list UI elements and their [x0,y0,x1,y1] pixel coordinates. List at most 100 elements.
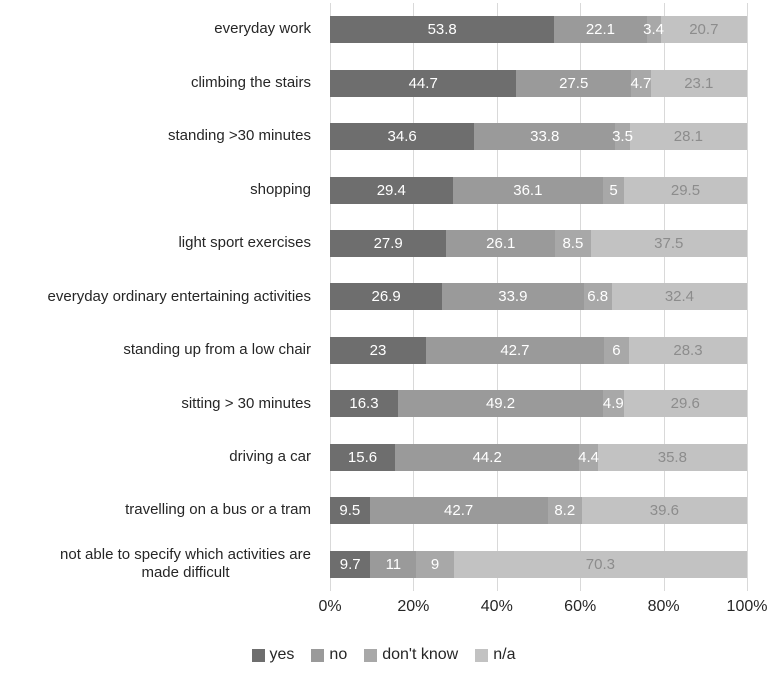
bar-value-label: 23 [369,341,387,359]
legend-swatch [311,648,325,662]
bar-value-label: 39.6 [649,502,679,520]
bar-segment-n-a: 20.7 [660,16,747,44]
bar-value-label: 8.5 [562,235,584,253]
bar-value-label: 33.8 [530,128,560,146]
category-label: everyday work [0,20,330,39]
category-label: standing >30 minutes [0,127,330,146]
bar-segment-no: 36.1 [452,176,604,204]
category-label: travelling on a bus or a tram [0,501,330,520]
bar-segment-n-a: 29.6 [623,390,747,418]
bar-segment-n-a: 28.3 [628,336,747,364]
bar-value-label: 37.5 [654,235,684,253]
x-tick-label: 20% [397,598,430,615]
category-label-text: driving a car [229,447,311,465]
bar-track: 26.9 33.9 6.8 32.4 [330,283,747,311]
bar-value-label: 3.5 [612,128,633,146]
bar-value-label: 6 [612,341,621,359]
bar-segment-don-t-know: 6.8 [583,283,612,311]
bar-value-label: 42.7 [500,341,530,359]
bar-value-label: 42.7 [444,502,474,520]
bar-value-label: 34.6 [387,128,417,146]
category-label-text: everyday work [214,20,311,38]
bar-value-label: 8.2 [554,502,576,520]
bar-segment-yes: 44.7 [330,69,517,97]
bar-segment-no: 22.1 [554,16,647,44]
bar-value-label: 53.8 [427,21,457,39]
bar-value-label: 32.4 [664,288,695,306]
bar-value-label: 44.7 [408,74,438,92]
legend-label: yes [269,646,295,663]
bar-segment-n-a: 35.8 [597,443,747,471]
bar-segment-don-t-know: 3.5 [612,123,633,151]
bar-value-label: 11 [385,555,402,573]
category-label: light sport exercises [0,234,330,253]
bar-value-label: 6.8 [587,288,609,306]
bar-value-label: 44.2 [472,448,502,466]
chart-row: climbing the stairs 44.7 27.5 4.7 23.1 [0,56,767,109]
category-label: sitting > 30 minutes [0,395,330,414]
bar-segment-n-a: 39.6 [581,497,747,525]
legend-label: n/a [493,646,516,663]
bar-segment-no: 49.2 [397,390,604,418]
bar-segment-yes: 29.4 [330,176,453,204]
category-label: driving a car [0,448,330,467]
bar-segment-yes: 27.9 [330,230,447,258]
category-label-text: light sport exercises [178,234,311,252]
legend-label: don't know [382,646,459,663]
bar-track: 29.4 36.1 5 29.5 [330,176,747,204]
legend-swatch [364,648,378,662]
bar-value-label: 9 [430,555,440,573]
bar-value-label: 36.1 [513,181,543,199]
bar-segment-no: 44.2 [395,443,580,471]
plot-area: everyday work 53.8 22.1 3.4 20.7 climbing the… [0,3,767,591]
category-label-text: standing up from a low chair [123,341,311,359]
bar-value-label: 3.4 [643,21,665,39]
bar-segment-no: 11 [370,550,417,578]
x-tick-label: 80% [647,598,680,615]
bar-value-label: 26.1 [486,235,516,253]
category-label: everyday ordinary entertaining activitie… [0,288,330,307]
bar-segment-don-t-know: 6 [603,336,629,364]
legend-item: n/a [475,646,515,664]
bar-segment-no: 33.9 [442,283,584,311]
bar-segment-don-t-know: 5 [603,176,624,204]
bar-segment-don-t-know: 8.5 [555,230,591,258]
chart-row: sitting > 30 minutes 16.3 49.2 4.9 29.6 [0,377,767,430]
bar-segment-yes: 53.8 [330,16,555,44]
chart-rows: everyday work 53.8 22.1 3.4 20.7 climbing the… [0,3,767,591]
bar-value-label: 4.9 [602,395,624,413]
category-label-text: shopping [250,180,311,198]
bar-track: 16.3 49.2 4.9 29.6 [330,390,747,418]
bar-value-label: 49.2 [485,395,516,413]
bar-track: 53.8 22.1 3.4 20.7 [330,16,747,44]
bar-segment-don-t-know: 4.4 [578,443,599,471]
bar-value-label: 70.3 [585,555,615,573]
legend-item: don't know [364,646,458,664]
bar-value-label: 5 [609,181,618,199]
category-label-text: climbing the stairs [190,73,311,91]
bar-value-label: 29.5 [670,181,701,199]
bar-segment-no: 33.8 [474,123,616,151]
bar-value-label: 22.1 [585,21,616,39]
bar-segment-don-t-know: 4.9 [602,390,624,418]
bar-track: 44.7 27.5 4.7 23.1 [330,69,747,97]
bar-track: 9.7 11 9 70.3 [330,550,747,578]
x-axis: 0% 20% 40% 60% 80% 100% [318,596,767,620]
chart-row: everyday ordinary entertaining activitie… [0,270,767,323]
chart-row: light sport exercises 27.9 26.1 8.5 37.5 [0,217,767,270]
bar-track: 27.9 26.1 8.5 37.5 [330,230,747,258]
bar-value-label: 29.6 [670,395,700,413]
chart-row: not able to specify which activities are… [0,538,767,591]
bar-value-label: 27.5 [559,74,589,92]
bar-segment-no: 42.7 [369,497,548,525]
category-label: shopping [0,181,330,200]
chart-row: everyday work 53.8 22.1 3.4 20.7 [0,3,767,56]
gridline [747,3,748,591]
bar-value-label: 15.6 [347,448,378,466]
bar-segment-n-a: 29.5 [623,176,747,204]
x-tick-label: 40% [480,598,513,615]
bar-value-label: 4.7 [630,74,652,92]
legend-swatch [475,648,489,662]
bar-segment-yes: 9.7 [330,550,371,578]
